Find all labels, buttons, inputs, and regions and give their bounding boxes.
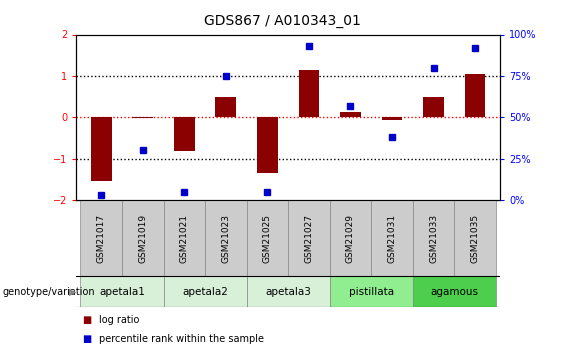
Text: ■: ■ (82, 334, 91, 344)
Bar (80, 276, 163, 307)
Text: GDS867 / A010343_01: GDS867 / A010343_01 (204, 14, 361, 28)
Text: GSM21027: GSM21027 (305, 214, 314, 263)
Text: GSM21021: GSM21021 (180, 214, 189, 263)
Text: log ratio: log ratio (99, 315, 139, 325)
Text: GSM21023: GSM21023 (221, 214, 231, 263)
Bar (423, 97, 444, 117)
Bar (330, 276, 413, 307)
Text: GSM21019: GSM21019 (138, 214, 147, 263)
Bar (246, 276, 330, 307)
Bar (174, 117, 195, 151)
Bar (330, 200, 371, 276)
Bar (132, 117, 153, 118)
Bar (257, 117, 278, 173)
Text: GSM21029: GSM21029 (346, 214, 355, 263)
Text: GSM21031: GSM21031 (388, 214, 397, 263)
Bar (371, 200, 413, 276)
Bar (122, 200, 163, 276)
Text: agamous: agamous (431, 287, 479, 296)
Text: GSM21035: GSM21035 (471, 214, 480, 263)
Bar (246, 200, 288, 276)
Bar (288, 200, 330, 276)
Text: pistillata: pistillata (349, 287, 394, 296)
Bar (298, 70, 319, 117)
Text: ■: ■ (82, 315, 91, 325)
Text: ▶: ▶ (69, 287, 76, 296)
Bar (413, 200, 454, 276)
Text: apetala2: apetala2 (182, 287, 228, 296)
Bar (215, 97, 236, 117)
Text: GSM21025: GSM21025 (263, 214, 272, 263)
Bar (91, 117, 112, 181)
Bar (454, 200, 496, 276)
Bar (340, 112, 361, 117)
Text: genotype/variation: genotype/variation (3, 287, 95, 296)
Bar (163, 200, 205, 276)
Text: percentile rank within the sample: percentile rank within the sample (99, 334, 264, 344)
Text: GSM21017: GSM21017 (97, 214, 106, 263)
Text: GSM21033: GSM21033 (429, 214, 438, 263)
Bar (163, 276, 246, 307)
Bar (381, 117, 402, 120)
Text: apetala3: apetala3 (265, 287, 311, 296)
Bar (465, 74, 485, 117)
Bar (205, 200, 246, 276)
Text: apetala1: apetala1 (99, 287, 145, 296)
Bar (80, 200, 122, 276)
Bar (413, 276, 496, 307)
